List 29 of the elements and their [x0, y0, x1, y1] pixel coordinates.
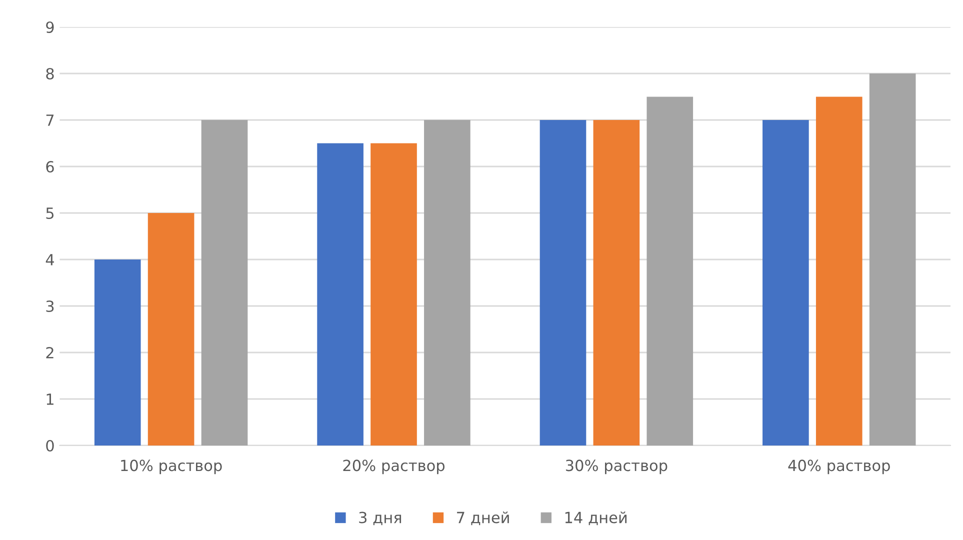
bar: [317, 143, 364, 446]
y-tick-label: 6: [46, 160, 54, 173]
x-tick-label: 40% раствор: [788, 460, 890, 474]
y-tick-label: 1: [46, 394, 54, 405]
bar: [370, 143, 417, 446]
bar: [148, 213, 194, 446]
y-tick-label: 4: [46, 254, 54, 266]
y-tick-label: 2: [46, 346, 54, 358]
bar: [94, 260, 141, 446]
x-tick-label: 10% раствор: [121, 460, 222, 474]
y-tick-label: 8: [46, 68, 54, 80]
bar: [540, 120, 586, 446]
bar: [646, 96, 694, 446]
bar: [424, 120, 470, 446]
bar: [201, 120, 248, 446]
legend-label: 14 дней: [565, 512, 627, 526]
legend-label: 7 дней: [457, 512, 509, 526]
bar: [762, 120, 809, 446]
y-tick-label: 7: [46, 114, 54, 126]
x-tick-label: 20% раствор: [343, 460, 445, 474]
bar: [869, 74, 916, 446]
bar: [816, 96, 862, 446]
y-tick-label: 9: [46, 21, 54, 34]
y-tick-label: 5: [46, 208, 54, 220]
y-tick-label: 0: [46, 440, 54, 452]
bar: [593, 120, 640, 446]
legend-label: 3 дня: [359, 512, 402, 526]
y-tick-label: 3: [46, 300, 54, 312]
x-tick-label: 30% раствор: [566, 460, 668, 474]
